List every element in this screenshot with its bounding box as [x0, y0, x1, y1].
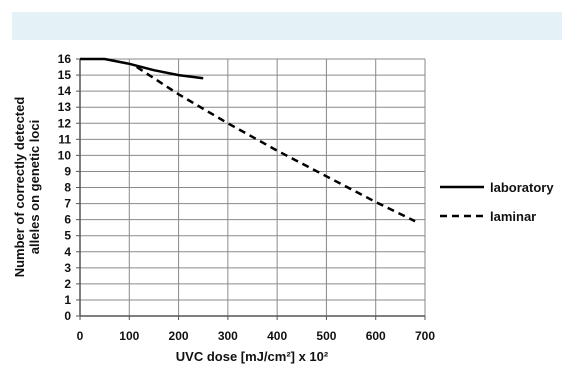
x-tick-label-500: 500 [316, 329, 336, 343]
y-tick-label-2: 2 [64, 277, 71, 291]
x-tick-label-400: 400 [267, 329, 287, 343]
y-axis-title-line-2: alleles on genetic loci [27, 120, 42, 254]
y-tick-label-10: 10 [58, 148, 72, 162]
y-tick-label-9: 9 [64, 164, 71, 178]
y-tick-label-4: 4 [64, 245, 71, 259]
x-tick-label-100: 100 [119, 329, 139, 343]
x-tick-label-300: 300 [218, 329, 238, 343]
legend: laboratory laminar [440, 180, 554, 224]
x-axis-title: UVC dose [mJ/cm²] x 10² [176, 349, 329, 364]
y-tick-label-3: 3 [64, 261, 71, 275]
y-tick-label-6: 6 [64, 213, 71, 227]
x-tick-label-600: 600 [366, 329, 386, 343]
y-axis-title: Number of correctly detected alleles on … [12, 97, 42, 278]
x-tick-label-0: 0 [77, 329, 84, 343]
series-line-laminar [136, 65, 416, 223]
header-banner [12, 12, 562, 40]
y-tick-label-5: 5 [64, 229, 71, 243]
y-tick-label-15: 15 [58, 68, 72, 82]
y-tick-label-16: 16 [58, 52, 72, 66]
x-tick-label-200: 200 [169, 329, 189, 343]
y-tick-label-11: 11 [58, 132, 71, 146]
legend-label-laboratory: laboratory [490, 180, 554, 195]
y-tick-label-8: 8 [64, 181, 71, 195]
y-tick-label-12: 12 [58, 116, 72, 130]
y-tick-label-0: 0 [64, 309, 71, 323]
gridlines [80, 58, 426, 316]
x-tick-label-700: 700 [415, 329, 435, 343]
y-tick-label-14: 14 [58, 84, 72, 98]
x-axis-ticks: 0 100 200 300 400 500 600 700 [77, 316, 435, 343]
series-line-laboratory [80, 57, 204, 80]
y-tick-label-1: 1 [64, 293, 71, 307]
y-tick-label-7: 7 [64, 197, 71, 211]
y-tick-label-13: 13 [58, 100, 72, 114]
legend-label-laminar: laminar [490, 209, 536, 224]
y-axis-title-line-1: Number of correctly detected [12, 97, 27, 278]
series-lines [80, 57, 416, 223]
